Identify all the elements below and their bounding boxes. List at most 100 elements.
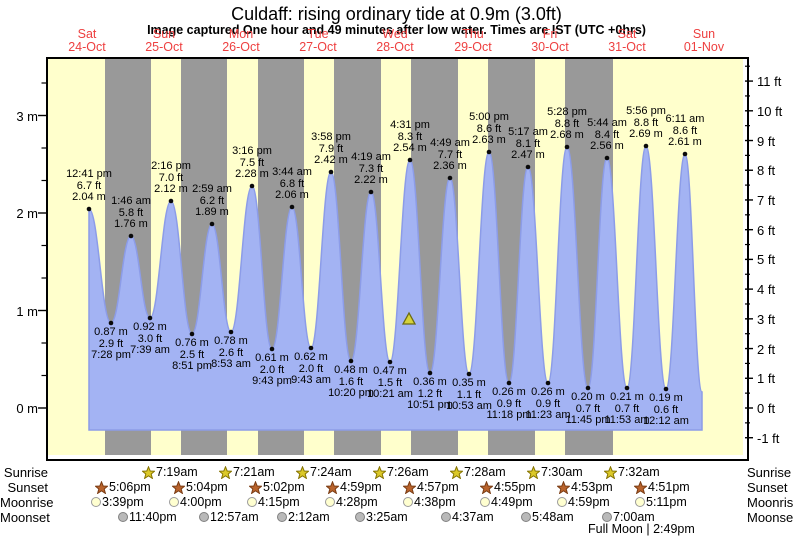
moonrise-time: 5:11pm	[646, 495, 687, 509]
astro-item-moonset: 3:25am	[355, 510, 408, 524]
low-tide-feet: 1.2 ft	[417, 387, 443, 400]
high-tide-label: 4:49 am 7.7 ft 2.36 m	[405, 137, 495, 173]
high-tide-metres: 2.12 m	[154, 183, 188, 195]
low-tide-metres: 0.35 m	[452, 377, 486, 389]
sunset-time: 5:04pm	[186, 480, 228, 494]
moonset-time: 12:57am	[210, 510, 259, 524]
high-tide-label: 3:58 pm 7.9 ft 2.42 m	[286, 131, 376, 167]
tide-point-dot	[506, 380, 512, 386]
day-date: 26-Oct	[222, 40, 260, 54]
moonset-circle-icon	[602, 512, 612, 522]
astro-item-sunset: 4:51pm	[634, 480, 690, 494]
left-axis-tick-label: 1 m	[16, 303, 38, 319]
low-tide-metres: 0.20 m	[571, 391, 605, 403]
sunrise-star-icon	[527, 465, 540, 479]
low-tide-time: 10:53 am	[446, 400, 492, 412]
tide-point-dot	[624, 385, 630, 391]
low-tide-metres: 0.61 m	[255, 352, 289, 364]
right-axis-tick-label: 5 ft	[757, 252, 776, 268]
sunrise-time: 7:26am	[387, 465, 429, 479]
astro-item-moonrise: 4:59pm	[557, 495, 610, 509]
sunrise-time: 7:24am	[310, 465, 352, 479]
low-tide-time: 11:53 am	[604, 414, 650, 426]
day-name: Sun	[692, 27, 716, 41]
high-tide-time: 4:49 am	[430, 137, 470, 149]
sunset-time: 4:57pm	[417, 480, 459, 494]
astro-item-sunrise: 7:24am	[296, 465, 352, 479]
low-tide-feet: 0.6 ft	[653, 403, 679, 416]
low-tide-metres: 0.26 m	[492, 386, 526, 398]
high-tide-time: 4:31 pm	[390, 119, 430, 131]
day-date: 29-Oct	[454, 40, 492, 54]
high-tide-time: 12:41 pm	[66, 168, 112, 180]
tide-point-dot	[269, 346, 275, 352]
moonrise-row-label-left: Moonrise	[0, 495, 54, 510]
day-label: Fri 30-Oct	[512, 28, 588, 54]
low-tide-metres: 0.76 m	[175, 337, 209, 349]
high-tide-feet: 6.2 ft	[199, 194, 225, 207]
low-tide-metres: 0.62 m	[294, 351, 328, 363]
sunrise-star-icon	[142, 465, 155, 479]
high-tide-metres: 2.28 m	[235, 168, 269, 180]
low-tide-label: 0.76 m 2.5 ft 8:51 pm	[147, 337, 237, 373]
tide-point-dot	[368, 189, 374, 195]
day-label: Tue 27-Oct	[280, 28, 356, 54]
low-tide-metres: 0.48 m	[334, 364, 368, 376]
tide-point-dot	[663, 386, 669, 392]
high-tide-metres: 2.47 m	[511, 149, 545, 161]
astro-item-moonrise: 4:38pm	[403, 495, 456, 509]
moonrise-row-label-right: Moonrise	[747, 495, 793, 510]
day-label: Sun 25-Oct	[126, 28, 202, 54]
moonrise-time: 4:15pm	[258, 495, 300, 509]
moonrise-circle-icon	[247, 497, 257, 507]
high-tide-feet: 7.0 ft	[158, 171, 184, 184]
moonset-circle-icon	[118, 512, 128, 522]
moonrise-time: 4:59pm	[568, 495, 610, 509]
day-label: Thu 29-Oct	[435, 28, 511, 54]
sunset-time: 4:55pm	[494, 480, 536, 494]
tide-point-dot	[308, 345, 314, 351]
right-axis-tick-label: 4 ft	[757, 282, 776, 298]
moonset-time: 7:00am	[613, 510, 655, 524]
sunrise-star-icon	[296, 465, 309, 479]
low-tide-time: 10:20 pm	[328, 387, 374, 399]
right-axis-tick-label: 6 ft	[757, 222, 776, 238]
high-tide-metres: 2.68 m	[550, 129, 584, 141]
low-tide-label: 0.20 m 0.7 ft 11:45 pm	[543, 391, 633, 427]
tide-point-dot	[128, 233, 134, 239]
full-moon-note: Full Moon | 2:49pm	[588, 522, 695, 536]
moonrise-circle-icon	[480, 497, 490, 507]
tide-point-dot	[209, 221, 215, 227]
high-tide-time: 5:17 am	[508, 126, 548, 138]
sunset-star-icon	[634, 480, 647, 494]
high-tide-feet: 7.9 ft	[318, 142, 344, 155]
tide-point-dot	[407, 157, 413, 163]
high-tide-metres: 2.22 m	[354, 174, 388, 186]
astro-item-moonrise: 4:00pm	[169, 495, 222, 509]
right-axis-tick-label: 9 ft	[757, 133, 776, 149]
right-axis-tick-label: 1 ft	[757, 371, 776, 387]
tide-point-dot	[682, 151, 688, 157]
low-tide-label: 0.26 m 0.9 ft 11:18 pm	[464, 386, 554, 422]
high-tide-label: 6:11 am 8.6 ft 2.61 m	[640, 113, 730, 149]
high-tide-time: 3:44 am	[272, 166, 312, 178]
low-tide-feet: 0.9 ft	[535, 397, 561, 410]
tide-point-dot	[545, 380, 551, 386]
sunrise-row-label-right: Sunrise	[747, 465, 792, 480]
high-tide-metres: 2.04 m	[72, 191, 106, 203]
tide-point-dot	[289, 204, 295, 210]
high-tide-time: 1:46 am	[111, 195, 151, 207]
low-tide-time: 11:23 am	[525, 409, 571, 421]
left-axis-tick-label: 0 m	[16, 401, 38, 416]
moonset-time: 3:25am	[366, 510, 408, 524]
day-name: Sat	[77, 27, 97, 41]
sunset-star-icon	[480, 480, 493, 494]
high-tide-metres: 1.76 m	[114, 218, 148, 230]
astro-item-moonset: 11:40pm	[118, 510, 177, 524]
low-tide-time: 9:43 pm	[252, 375, 292, 387]
low-tide-metres: 0.21 m	[610, 391, 644, 403]
high-tide-feet: 8.3 ft	[397, 130, 423, 143]
astro-item-sunset: 5:04pm	[172, 480, 228, 494]
high-tide-time: 5:00 pm	[469, 111, 509, 123]
sunrise-time: 7:21am	[233, 465, 275, 479]
